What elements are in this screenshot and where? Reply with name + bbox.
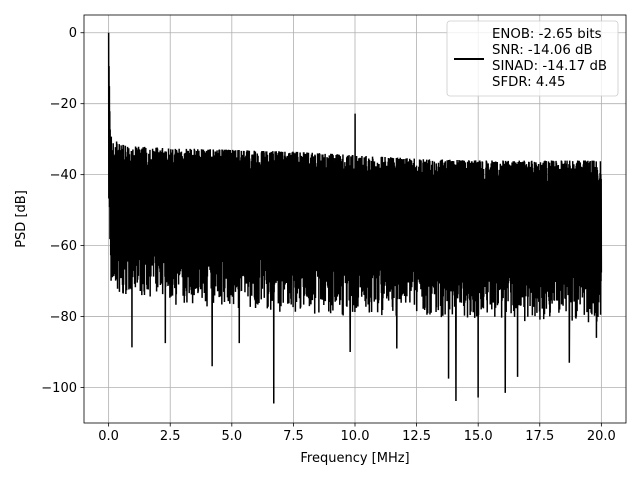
x-tick-label: 15.0 — [464, 429, 493, 444]
legend-entry-line: SFDR: 4.45 — [492, 75, 565, 90]
y-tick-label: −100 — [41, 381, 77, 396]
y-tick-label: −60 — [50, 239, 77, 254]
x-tick-label: 5.0 — [221, 429, 242, 444]
x-tick-label: 7.5 — [283, 429, 304, 444]
x-tick-label: 17.5 — [525, 429, 554, 444]
x-tick-label: 0.0 — [98, 429, 119, 444]
axis-ticks: 0.0 2.5 5.0 7.5 10.0 12.5 15.0 17.5 20.0 0 −20 −40 −… — [41, 26, 616, 444]
y-axis-label: PSD [dB] — [14, 190, 29, 248]
x-tick-label: 10.0 — [341, 429, 370, 444]
y-tick-label: 0 — [69, 26, 77, 41]
legend-entry-line: SNR: -14.06 dB — [492, 43, 593, 58]
y-tick-label: −20 — [50, 97, 77, 112]
x-tick-label: 20.0 — [587, 429, 616, 444]
x-axis-label: Frequency [MHz] — [300, 451, 409, 466]
psd-trace — [107, 32, 603, 404]
legend-entry-line: SINAD: -14.17 dB — [492, 59, 607, 74]
psd-series-line — [107, 32, 603, 404]
y-tick-label: −40 — [50, 168, 77, 183]
legend-entry-line: ENOB: -2.65 bits — [492, 27, 602, 42]
x-tick-label: 12.5 — [402, 429, 431, 444]
x-tick-label: 2.5 — [160, 429, 181, 444]
y-tick-label: −80 — [50, 310, 77, 325]
legend-box — [446, 20, 619, 97]
